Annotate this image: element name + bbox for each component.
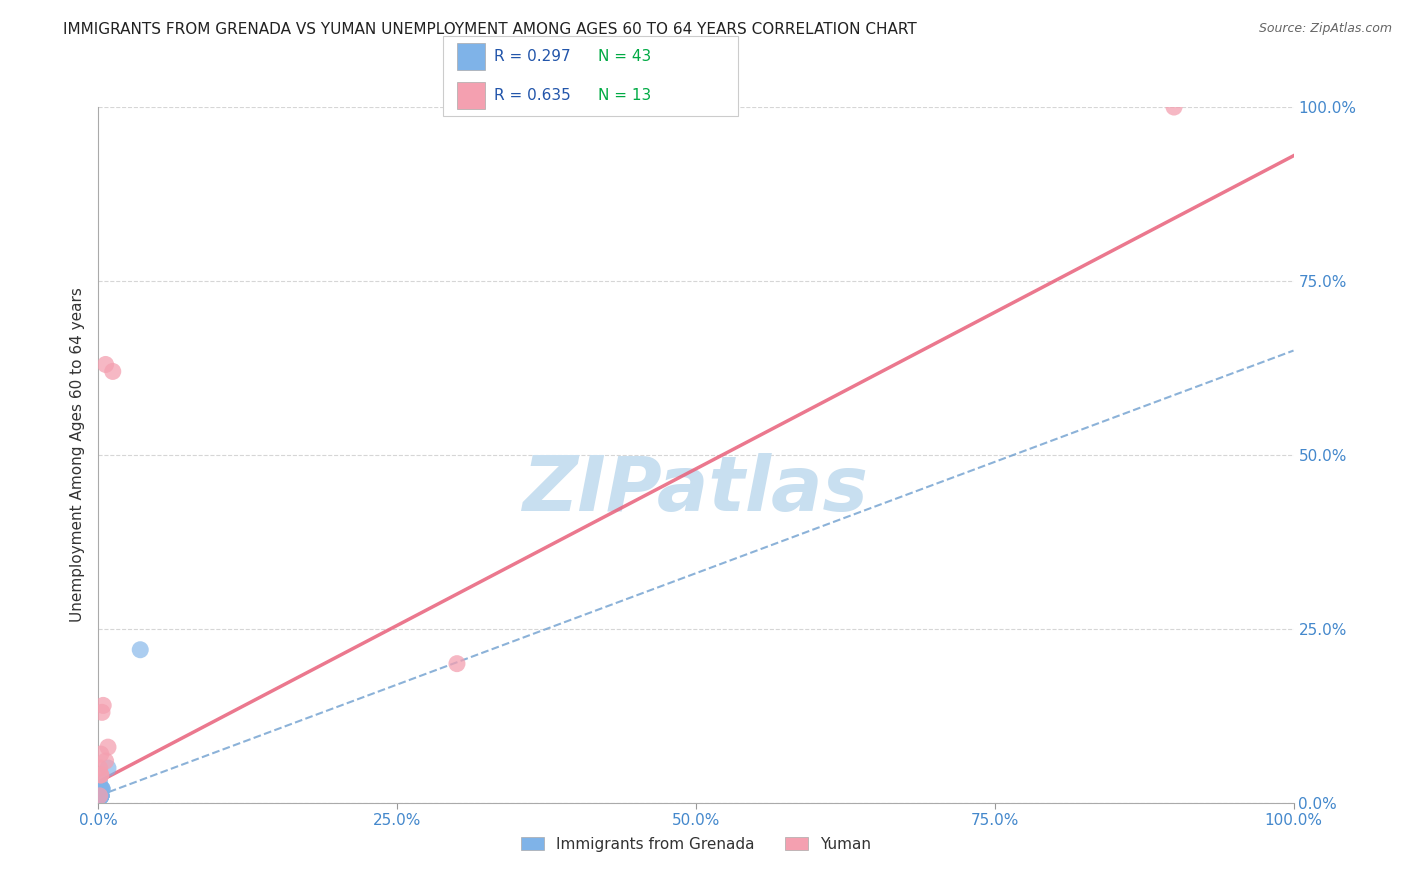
Point	[89, 781, 111, 796]
Point	[90, 789, 112, 803]
Point	[91, 698, 114, 713]
Point	[90, 789, 112, 803]
Point	[89, 781, 111, 796]
Point	[89, 781, 111, 796]
Point	[90, 768, 112, 782]
Point	[101, 364, 124, 378]
Point	[90, 789, 112, 803]
Point	[89, 781, 111, 796]
Point	[89, 789, 111, 803]
Point	[90, 789, 112, 803]
Point	[91, 781, 114, 796]
Point	[90, 768, 112, 782]
Point	[1163, 100, 1185, 114]
Point	[89, 781, 111, 796]
Point	[91, 706, 114, 720]
Point	[90, 789, 112, 803]
Text: N = 43: N = 43	[598, 49, 651, 63]
Point	[89, 781, 111, 796]
Point	[90, 789, 112, 803]
Point	[89, 781, 111, 796]
Point	[129, 642, 152, 657]
Point	[94, 754, 117, 768]
Text: ZIPatlas: ZIPatlas	[523, 453, 869, 526]
Point	[90, 789, 112, 803]
Text: IMMIGRANTS FROM GRENADA VS YUMAN UNEMPLOYMENT AMONG AGES 60 TO 64 YEARS CORRELAT: IMMIGRANTS FROM GRENADA VS YUMAN UNEMPLO…	[63, 22, 917, 37]
Text: R = 0.635: R = 0.635	[494, 88, 571, 103]
Point	[91, 781, 114, 796]
Text: Source: ZipAtlas.com: Source: ZipAtlas.com	[1258, 22, 1392, 36]
Point	[89, 775, 111, 789]
Point	[90, 789, 112, 803]
Point	[89, 789, 111, 803]
Point	[446, 657, 468, 671]
Point	[89, 761, 111, 775]
Point	[97, 761, 120, 775]
Point	[89, 789, 111, 803]
Point	[90, 781, 112, 796]
Point	[89, 789, 111, 803]
Point	[89, 781, 111, 796]
Point	[94, 358, 117, 372]
Point	[90, 781, 112, 796]
Point	[90, 789, 112, 803]
Point	[89, 789, 111, 803]
Legend: Immigrants from Grenada, Yuman: Immigrants from Grenada, Yuman	[515, 830, 877, 858]
Point	[90, 747, 112, 761]
Point	[89, 789, 111, 803]
Y-axis label: Unemployment Among Ages 60 to 64 years: Unemployment Among Ages 60 to 64 years	[69, 287, 84, 623]
Text: R = 0.297: R = 0.297	[494, 49, 569, 63]
Point	[97, 740, 120, 755]
Point	[91, 781, 114, 796]
Point	[89, 789, 111, 803]
Point	[89, 789, 111, 803]
Point	[90, 789, 112, 803]
Point	[89, 789, 111, 803]
Point	[89, 781, 111, 796]
Point	[89, 781, 111, 796]
Point	[90, 789, 112, 803]
Point	[89, 789, 111, 803]
Point	[89, 789, 111, 803]
Point	[90, 789, 112, 803]
Point	[89, 789, 111, 803]
Point	[89, 781, 111, 796]
Text: N = 13: N = 13	[598, 88, 651, 103]
Point	[90, 789, 112, 803]
